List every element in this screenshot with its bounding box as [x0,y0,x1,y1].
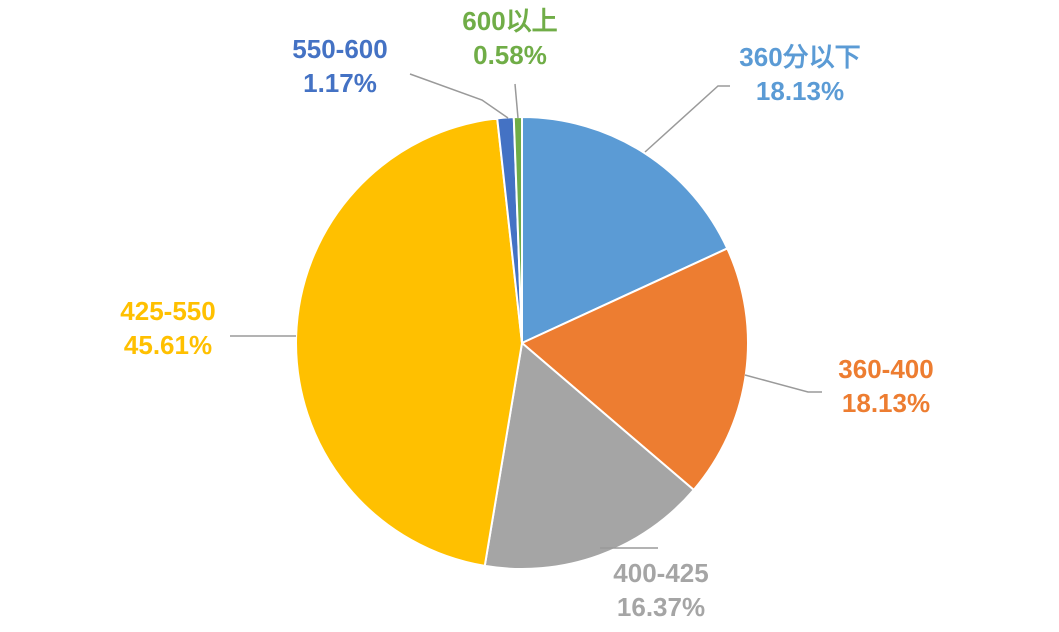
leader-line-360-400 [744,374,822,393]
leader-line-600-above [514,83,519,119]
slice-label-below-360: 360分以下 [739,42,860,72]
slice-percent-below-360: 18.13% [756,76,844,106]
slice-label-425-550: 425-550 [120,296,215,326]
slice-percent-360-400: 18.13% [842,388,930,418]
pie-slice-360-400 [520,247,749,492]
slice-label-600-above: 600以上 [462,6,557,36]
slice-label-550-600: 550-600 [292,34,387,64]
slice-label-400-425: 400-425 [613,558,708,588]
leader-line-below-360 [644,85,730,153]
pie-slice-400-425 [483,341,696,570]
pie-slice-below-360 [521,115,729,345]
slice-percent-550-600: 1.17% [303,68,377,98]
slice-label-360-400: 360-400 [838,354,933,384]
pie-slice-425-550 [295,117,524,568]
leader-line-550-600 [409,73,509,119]
slice-percent-425-550: 45.61% [124,330,212,360]
slice-percent-400-425: 16.37% [617,592,705,622]
slice-percent-600-above: 0.58% [473,40,547,70]
